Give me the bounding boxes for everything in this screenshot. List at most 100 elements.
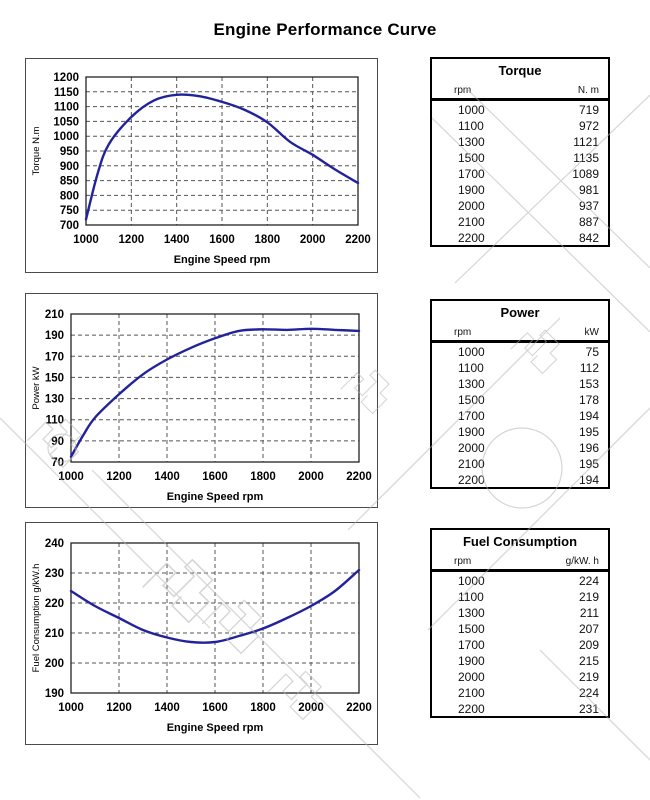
y-tick-label: 800 bbox=[60, 190, 79, 202]
cell-value: 719 bbox=[578, 103, 599, 117]
table-row: 2200 194 bbox=[432, 472, 608, 488]
cell-rpm: 1300 bbox=[458, 377, 485, 391]
x-axis-label: Engine Speed rpm bbox=[174, 254, 271, 266]
x-tick-label: 1800 bbox=[250, 471, 276, 483]
table-row: 2100 224 bbox=[432, 685, 608, 701]
cell-rpm: 2200 bbox=[458, 702, 485, 716]
table-body: 1000 719 1100 972 1300 1121 1500 1135 1700 1089 19… bbox=[432, 101, 608, 246]
cell-rpm: 1900 bbox=[458, 654, 485, 668]
table-row: 1500 178 bbox=[432, 392, 608, 408]
cell-value: 215 bbox=[578, 654, 599, 668]
cell-rpm: 1900 bbox=[458, 183, 485, 197]
cell-rpm: 1000 bbox=[458, 574, 485, 588]
y-tick-label: 1150 bbox=[54, 87, 79, 99]
chart-svg: 70 90 110 130 150 170 190 210 1000 1200 1400 1600 18… bbox=[31, 309, 372, 503]
y-tick-label: 90 bbox=[51, 436, 64, 448]
table-row: 2100 887 bbox=[432, 214, 608, 230]
table-row: 1300 1121 bbox=[432, 134, 608, 150]
cell-value: 224 bbox=[578, 686, 599, 700]
y-tick-label: 70 bbox=[51, 457, 64, 469]
cell-value: 207 bbox=[578, 622, 599, 636]
table-row: 1700 1089 bbox=[432, 166, 608, 182]
x-tick-label: 1600 bbox=[202, 702, 228, 714]
table-body: 1000 75 1100 112 1300 153 1500 178 1700 194 1900 19… bbox=[432, 343, 608, 488]
y-tick-label: 130 bbox=[45, 394, 64, 406]
table-row: 1900 195 bbox=[432, 424, 608, 440]
x-tick-label: 2000 bbox=[298, 471, 324, 483]
cell-rpm: 2200 bbox=[458, 473, 485, 487]
cell-value: 981 bbox=[578, 183, 599, 197]
x-tick-label: 1000 bbox=[58, 471, 84, 483]
y-tick-label: 150 bbox=[45, 372, 64, 384]
table-row: 1500 1135 bbox=[432, 150, 608, 166]
cell-rpm: 2100 bbox=[458, 215, 485, 229]
y-axis-label: Torque N.m bbox=[31, 126, 42, 175]
power-chart: 70 90 110 130 150 170 190 210 1000 1200 1400 1600 18… bbox=[25, 293, 378, 508]
table-row: 2000 196 bbox=[432, 440, 608, 456]
table-row: 1300 153 bbox=[432, 376, 608, 392]
x-axis-label: Engine Speed rpm bbox=[167, 491, 264, 503]
table-row: 1700 194 bbox=[432, 408, 608, 424]
y-tick-label: 220 bbox=[45, 598, 64, 610]
cell-value: 112 bbox=[579, 361, 599, 375]
cell-value: 195 bbox=[578, 425, 599, 439]
cell-rpm: 1700 bbox=[458, 167, 485, 181]
x-tick-label: 1200 bbox=[106, 471, 132, 483]
cell-rpm: 2100 bbox=[458, 457, 485, 471]
table-row: 2000 937 bbox=[432, 198, 608, 214]
cell-rpm: 1300 bbox=[458, 135, 485, 149]
table-header-row: rpm g/kW. h bbox=[432, 555, 608, 572]
table-col-rpm: rpm bbox=[454, 85, 472, 96]
table-row: 2200 231 bbox=[432, 701, 608, 717]
cell-rpm: 1000 bbox=[458, 345, 485, 359]
table-row: 1000 719 bbox=[432, 102, 608, 118]
cell-rpm: 1100 bbox=[458, 119, 484, 133]
page-title: Engine Performance Curve bbox=[213, 20, 437, 39]
cell-value: 219 bbox=[578, 670, 599, 684]
y-tick-label: 190 bbox=[45, 688, 64, 700]
x-tick-label: 1200 bbox=[106, 702, 132, 714]
y-tick-label: 240 bbox=[45, 538, 64, 550]
table-header-row: rpm kW bbox=[432, 326, 608, 343]
x-tick-label: 1400 bbox=[164, 234, 190, 246]
table-title: Power bbox=[500, 305, 540, 320]
cell-value: 1121 bbox=[573, 135, 599, 149]
cell-value: 153 bbox=[578, 377, 599, 391]
table-row: 1100 972 bbox=[432, 118, 608, 134]
y-tick-label: 750 bbox=[60, 205, 79, 217]
cell-value: 972 bbox=[578, 119, 599, 133]
x-tick-label: 1600 bbox=[202, 471, 228, 483]
y-tick-label: 230 bbox=[45, 568, 64, 580]
table-row: 1300 211 bbox=[432, 605, 608, 621]
cell-rpm: 1700 bbox=[458, 409, 485, 423]
plot-border bbox=[85, 76, 359, 226]
table-header-row: rpm N. m bbox=[432, 84, 608, 101]
cell-rpm: 1100 bbox=[458, 590, 484, 604]
y-tick-label: 210 bbox=[45, 628, 64, 640]
cell-value: 887 bbox=[578, 215, 599, 229]
cell-rpm: 2200 bbox=[458, 231, 485, 245]
table-row: 1900 215 bbox=[432, 653, 608, 669]
x-tick-label: 1600 bbox=[209, 234, 235, 246]
power-table: Power rpm kW 1000 75 1100 112 1300 153 1500 178 170… bbox=[430, 299, 610, 489]
x-tick-label: 1200 bbox=[119, 234, 145, 246]
cell-rpm: 2000 bbox=[458, 441, 485, 455]
y-tick-label: 1050 bbox=[53, 116, 79, 128]
x-tick-label: 2000 bbox=[300, 234, 326, 246]
cell-rpm: 2100 bbox=[458, 686, 485, 700]
curve-line bbox=[84, 93, 360, 221]
cell-value: 224 bbox=[578, 574, 599, 588]
cell-rpm: 1300 bbox=[458, 606, 485, 620]
y-tick-label: 200 bbox=[45, 658, 64, 670]
y-axis-label: Power kW bbox=[31, 366, 42, 409]
table-row: 1100 219 bbox=[432, 589, 608, 605]
x-tick-label: 2200 bbox=[345, 234, 371, 246]
y-tick-label: 190 bbox=[45, 330, 64, 342]
fuel-consumption-chart: 190 200 210 220 230 240 1000 1200 1400 1600 1800 20… bbox=[25, 522, 378, 745]
cell-rpm: 2000 bbox=[458, 670, 485, 684]
table-body: 1000 224 1100 219 1300 211 1500 207 1700 209 1900 2… bbox=[432, 572, 608, 717]
y-axis-label: Fuel Consumption g/kW.h bbox=[31, 564, 42, 673]
cell-value: 194 bbox=[578, 409, 599, 423]
x-tick-label: 1800 bbox=[255, 234, 281, 246]
cell-rpm: 1500 bbox=[458, 622, 485, 636]
